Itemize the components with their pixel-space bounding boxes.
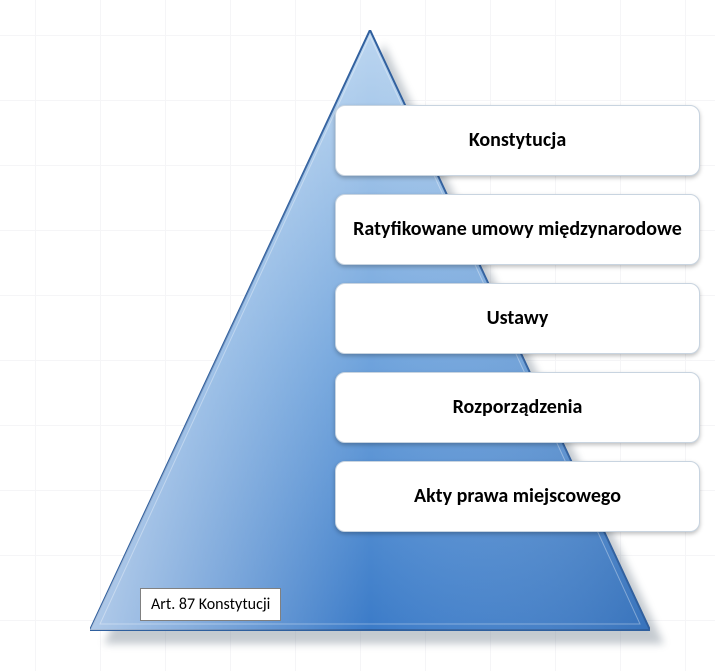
- pyramid-labels: Konstytucja Ratyfikowane umowy międzynar…: [335, 105, 700, 550]
- level-5-akty-miejscowe: Akty prawa miejscowego: [335, 461, 700, 532]
- level-1-konstytucja: Konstytucja: [335, 105, 700, 176]
- level-label: Akty prawa miejscowego: [414, 484, 621, 508]
- caption-text: Art. 87 Konstytucji: [151, 595, 270, 614]
- level-label: Ustawy: [487, 306, 549, 330]
- level-2-umowy: Ratyfikowane umowy międzynarodowe: [335, 194, 700, 265]
- caption-art-87: Art. 87 Konstytucji: [140, 588, 281, 621]
- level-label: Konstytucja: [469, 128, 566, 152]
- level-label: Ratyfikowane umowy międzynarodowe: [353, 217, 682, 241]
- level-4-rozporzadzenia: Rozporządzenia: [335, 372, 700, 443]
- level-3-ustawy: Ustawy: [335, 283, 700, 354]
- level-label: Rozporządzenia: [453, 395, 583, 419]
